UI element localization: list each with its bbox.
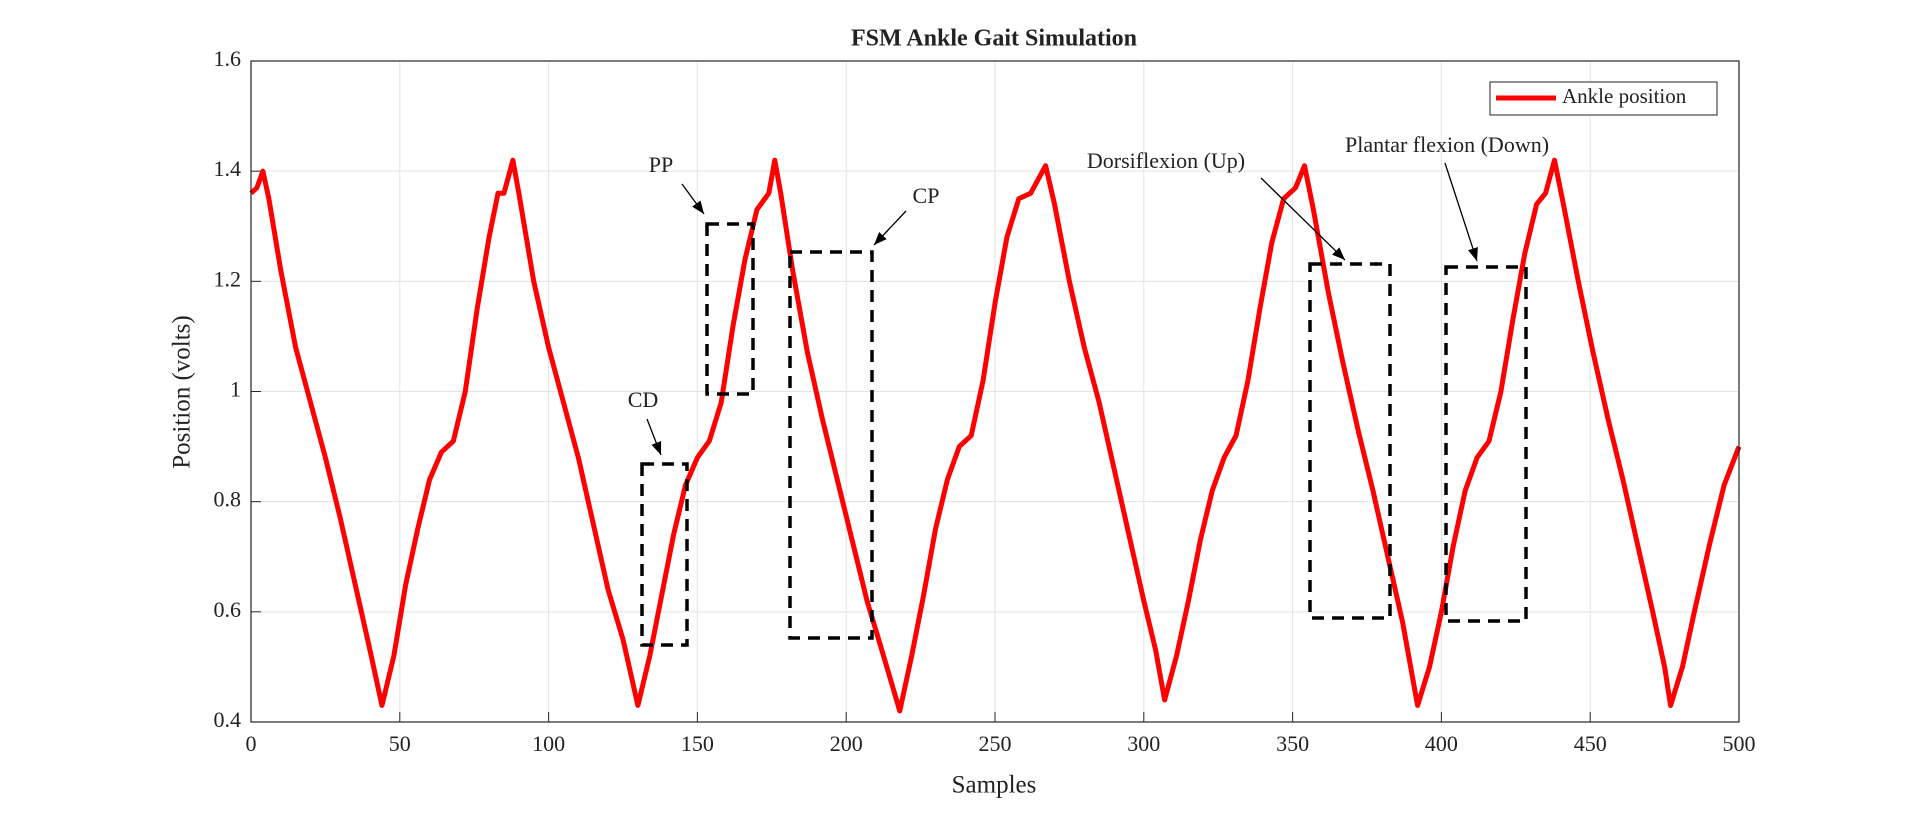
annotation: Plantar flexion (Down) (1345, 132, 1549, 157)
annotation: PP (649, 152, 673, 177)
arrow (873, 210, 907, 246)
annotation-box (1308, 262, 1392, 620)
y-tick-label: 1.2 (214, 266, 242, 291)
axes-frame (250, 60, 1740, 723)
arrow (646, 418, 662, 456)
y-tick-label: 0.4 (214, 707, 242, 732)
x-tick-label: 250 (979, 731, 1012, 756)
annotation-box (1444, 265, 1528, 623)
x-tick-label: 100 (532, 731, 565, 756)
x-tick-label: 350 (1276, 731, 1309, 756)
legend-box (1489, 81, 1718, 116)
annotation: CD (628, 387, 659, 412)
plot (249, 157, 1742, 714)
legend-label: Ankle position (1562, 84, 1687, 108)
legend: Ankle position (1489, 81, 1718, 116)
x-axis-label: Samples (952, 772, 1037, 799)
x-tick-label: 0 (246, 731, 257, 756)
arrow (1444, 162, 1478, 262)
x-tick-label: 450 (1574, 731, 1607, 756)
data-line (249, 157, 1742, 714)
arrow (1260, 177, 1346, 261)
x-tick-label: 300 (1127, 731, 1160, 756)
annotation-box (705, 222, 755, 396)
x-tick-label: 400 (1425, 731, 1458, 756)
x-tick-label: 150 (681, 731, 714, 756)
x-tick-label: 500 (1723, 731, 1756, 756)
y-tick-label: 1.6 (214, 46, 242, 71)
grid (250, 60, 1740, 723)
chart-title: FSM Ankle Gait Simulation (851, 26, 1137, 52)
y-tick-label: 1.4 (214, 156, 242, 181)
y-tick-label: 0.8 (214, 487, 242, 512)
annotation-box (788, 250, 874, 640)
y-axis-label: Position (volts) (169, 315, 196, 469)
arrow (681, 183, 705, 215)
annotation: CP (913, 183, 940, 208)
x-tick-label: 50 (389, 731, 411, 756)
annotation: Dorsiflexion (Up) (1087, 148, 1245, 173)
y-tick-label: 1 (230, 377, 241, 402)
annotation-box (640, 462, 689, 647)
annotations: CD PP CP Dorsiflexion (Up) Plantar flexi… (628, 132, 1549, 647)
y-tick-label: 0.6 (214, 597, 242, 622)
x-tick-label: 200 (830, 731, 863, 756)
